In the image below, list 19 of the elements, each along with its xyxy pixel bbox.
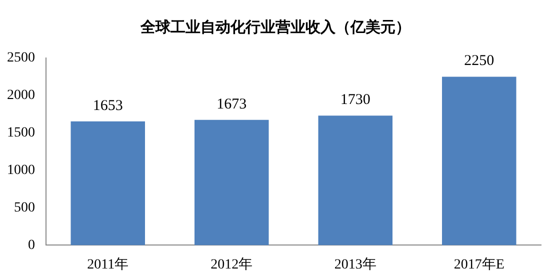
bar xyxy=(194,120,269,246)
y-tick-label: 1000 xyxy=(7,162,35,178)
bar xyxy=(318,116,392,246)
x-tick-label: 2011年 xyxy=(87,256,129,272)
data-label: 1730 xyxy=(340,92,370,108)
bar xyxy=(442,76,516,246)
bar xyxy=(70,121,145,246)
data-label: 1673 xyxy=(216,96,247,112)
x-tick-label: 2017年E xyxy=(454,256,504,272)
chart-title: 全球工业自动化行业营业收入（亿美元） xyxy=(139,18,412,37)
y-tick-label: 2500 xyxy=(7,50,35,66)
data-label: 2250 xyxy=(464,53,494,70)
y-tick-label: 0 xyxy=(28,238,35,253)
x-tick-label: 2013年 xyxy=(334,256,376,272)
y-tick-label: 2000 xyxy=(7,88,35,104)
data-label: 1653 xyxy=(92,98,123,114)
y-tick-label: 500 xyxy=(14,200,35,216)
y-tick-label: 1500 xyxy=(7,126,35,141)
x-tick-label: 2012年 xyxy=(210,256,253,272)
